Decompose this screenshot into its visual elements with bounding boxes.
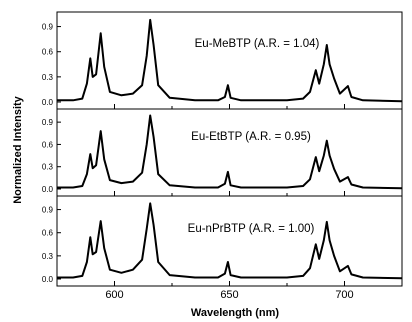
y-tick-label: 0.0 xyxy=(42,275,54,284)
x-axis-title: Wavelength (nm) xyxy=(191,307,280,319)
x-tick-label: 700 xyxy=(335,289,353,301)
y-tick-label: 0.9 xyxy=(42,23,54,32)
panel-1: 0.0 0.3 0.6 0.9 Eu-MeBTP (A.R. = 1.04) xyxy=(42,11,403,110)
spectrum-line xyxy=(57,202,403,280)
spectrum-line xyxy=(57,114,403,190)
y-tick-label: 0.6 xyxy=(42,48,54,57)
y-tick-label: 0.6 xyxy=(42,140,54,149)
y-tick-label: 0.3 xyxy=(42,163,54,172)
y-tick-label: 0.9 xyxy=(42,206,54,215)
panel-annotation: Eu-EtBTP (A.R. = 0.95) xyxy=(191,131,311,143)
x-tick-label: 650 xyxy=(220,289,238,301)
y-tick-label: 0.6 xyxy=(42,229,54,238)
panel-annotation: Eu-nPrBTP (A.R. = 1.00) xyxy=(188,223,315,235)
y-tick-label: 0.0 xyxy=(42,185,54,194)
y-tick-label: 0.9 xyxy=(42,118,54,127)
panels-layer: 0.0 0.3 0.6 0.9 Eu-MeBTP (A.R. = 1.04) 0.0 0.3… xyxy=(42,11,403,301)
panel-3: 0.0 0.3 0.6 0.9 Eu-nPrBTP (A.R. = 1.00) xyxy=(42,195,403,287)
y-axis-title: Normalized Intensity xyxy=(12,95,24,203)
y-tick-label: 0.3 xyxy=(42,73,54,82)
x-tick-label: 600 xyxy=(105,289,123,301)
spectrum-line xyxy=(57,18,403,103)
y-tick-label: 0.3 xyxy=(42,252,54,261)
panel-2: 0.0 0.3 0.6 0.9 Eu-EtBTP (A.R. = 0.95) xyxy=(42,108,403,197)
panel-annotation: Eu-MeBTP (A.R. = 1.04) xyxy=(195,38,320,50)
y-tick-label: 0.0 xyxy=(42,98,54,107)
